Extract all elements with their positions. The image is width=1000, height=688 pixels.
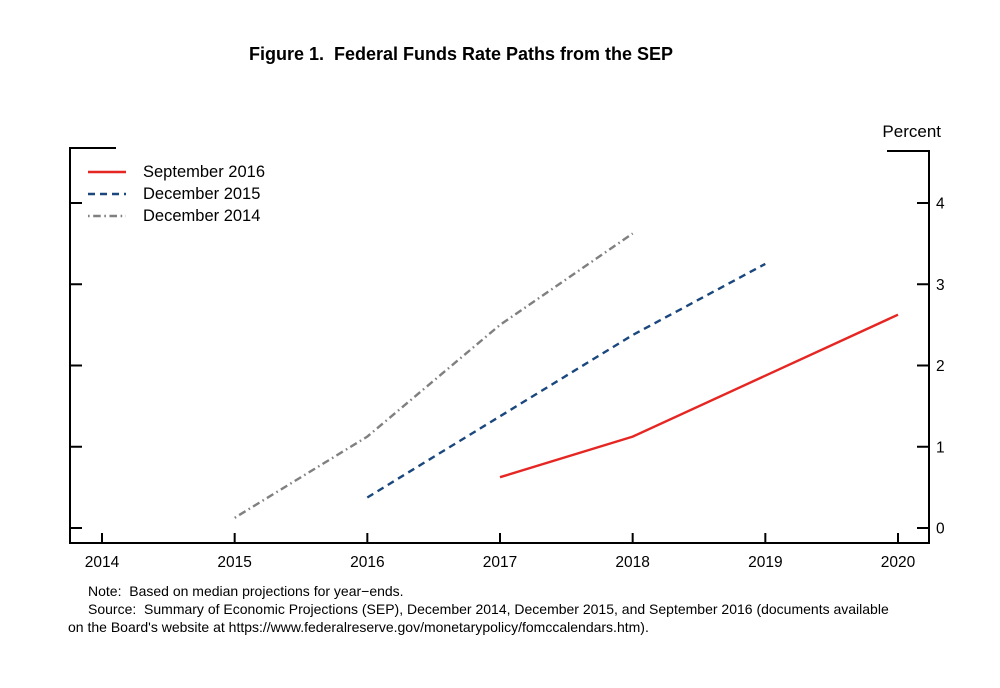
x-tick-label: 2017 (483, 554, 517, 571)
legend-label: September 2016 (143, 162, 266, 181)
legend-label: December 2014 (143, 206, 261, 225)
legend-dashed-line-icon (88, 192, 126, 196)
y-tick-label: 0 (936, 521, 945, 538)
series-line-december-2015 (366, 262, 766, 499)
figure-notes: Note: Based on median projections for ye… (68, 582, 998, 636)
y-tick-label: 3 (936, 277, 945, 294)
x-tick-label: 2014 (85, 554, 120, 571)
legend-item-december-2015: December 2015 (88, 183, 265, 205)
source-text-line-2: on the Board's website at https://www.fe… (68, 619, 649, 635)
series-line-september-2016 (499, 313, 899, 479)
note-text: Note: Based on median projections for ye… (88, 583, 404, 599)
y-tick-label: 1 (936, 439, 945, 456)
x-tick-label: 2015 (217, 554, 251, 571)
legend-dashdot-line-icon (88, 214, 126, 218)
chart-legend: September 2016 December 2015 December 2014 (88, 161, 265, 227)
x-tick-label: 2020 (881, 554, 916, 571)
legend-item-september-2016: September 2016 (88, 161, 265, 183)
x-tick-label: 2019 (748, 554, 782, 571)
legend-item-december-2014: December 2014 (88, 205, 265, 227)
figure-title: Figure 1. Federal Funds Rate Paths from … (248, 44, 674, 64)
y-tick-label: 2 (936, 358, 945, 375)
x-tick-label: 2018 (615, 554, 649, 571)
x-tick-label: 2016 (350, 554, 384, 571)
source-text-line-1: Source: Summary of Economic Projections … (88, 601, 889, 617)
y-axis-unit-label: Percent (882, 122, 941, 141)
legend-solid-line-icon (88, 170, 126, 174)
series-line-december-2014 (234, 232, 634, 519)
y-tick-label: 4 (936, 196, 945, 213)
legend-label: December 2015 (143, 184, 261, 203)
